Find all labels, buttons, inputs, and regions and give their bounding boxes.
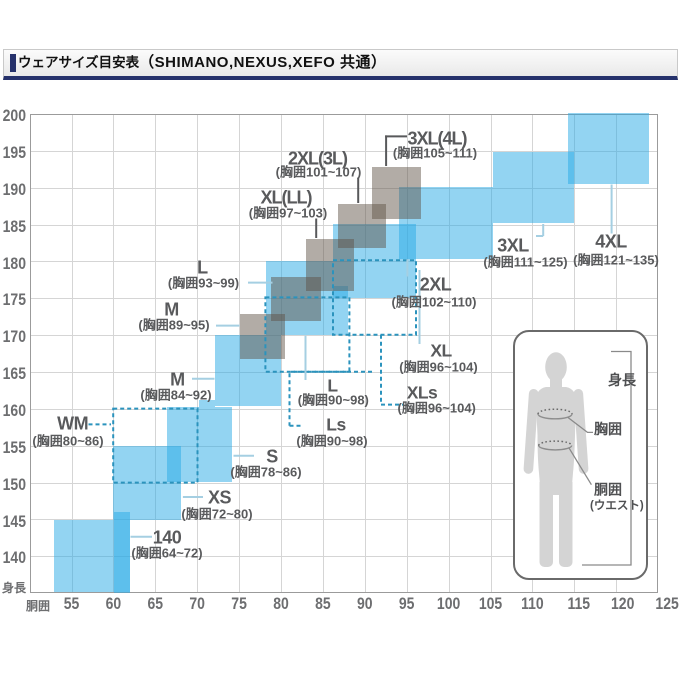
svg-text:胸囲: 胸囲: [594, 421, 622, 437]
svg-text:胴囲: 胴囲: [594, 482, 622, 498]
svg-text:身長: 身長: [608, 372, 637, 388]
svg-text:(ウエスト): (ウエスト): [590, 499, 644, 512]
